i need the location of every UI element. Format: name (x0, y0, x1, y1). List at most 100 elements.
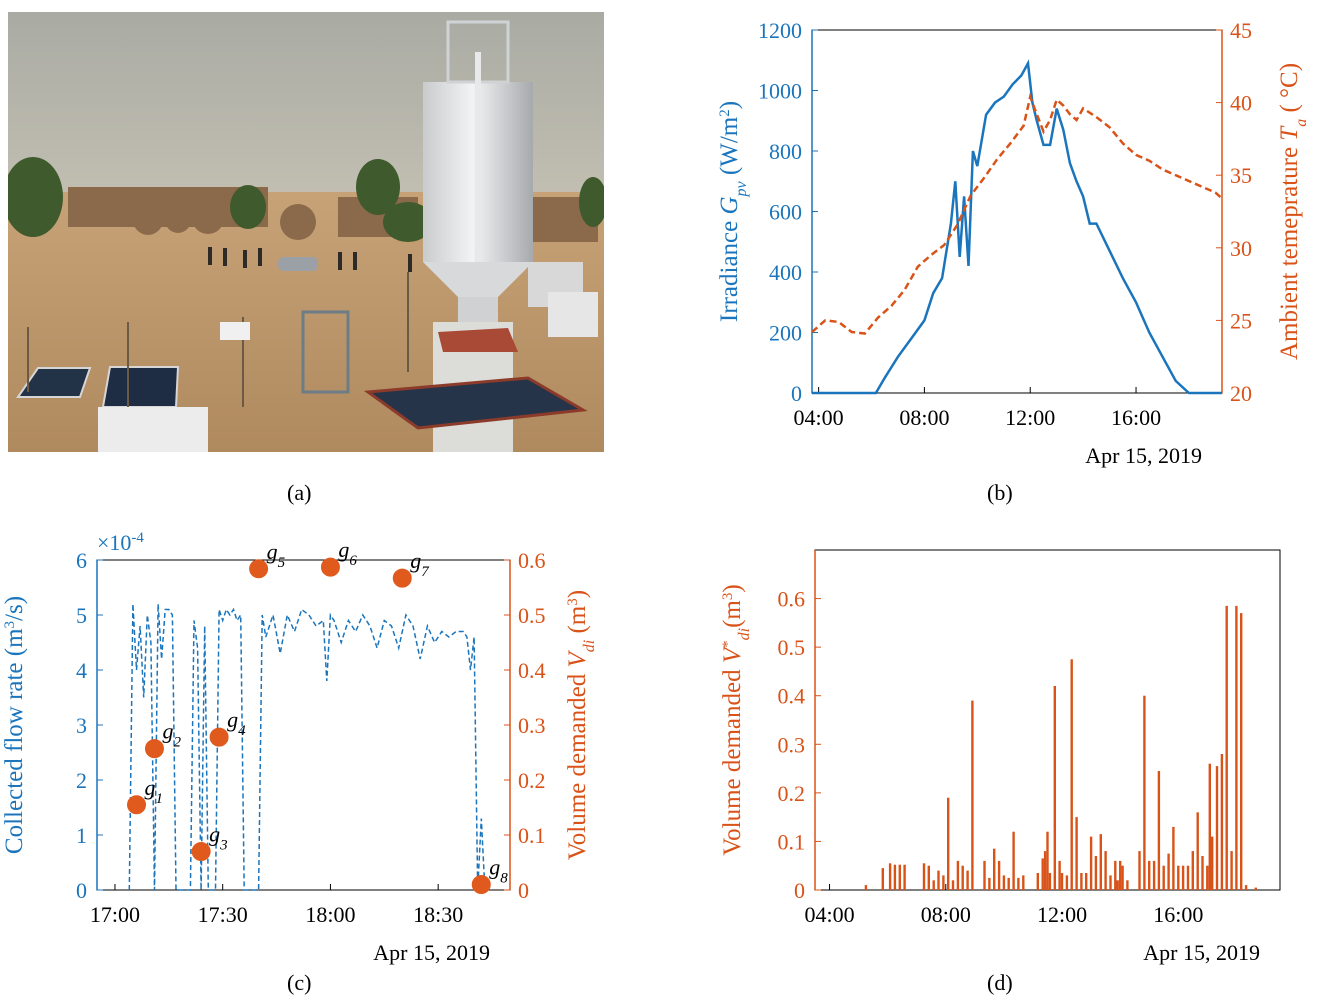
d-y-axis-title-part: V (719, 645, 746, 663)
chart-volume-demanded-bars: 0 0.1 0.2 0.3 0.4 0.5 0.6 04:00 08:00 12:00 16:00 A… (719, 549, 1281, 965)
b-left-axis-title-part: ) (716, 101, 743, 109)
d-y-axis-title-part: * (720, 640, 736, 648)
d-y-tick-label: 0.2 (778, 781, 806, 806)
demand-point-g3 (191, 842, 211, 861)
d-y-tick-label: 0.1 (778, 829, 806, 854)
b-left-tick-label: 400 (769, 260, 802, 285)
volume-bar (1211, 836, 1214, 890)
volume-bar (1196, 812, 1199, 890)
c-x-tick-label: 17:30 (198, 902, 248, 927)
volume-bar (1220, 754, 1224, 890)
volume-bar (988, 877, 991, 890)
b-right-axis-title-part: ( °C) (1276, 63, 1303, 119)
c-right-axis-title-part: di (581, 640, 598, 652)
demand-point-label: g5 (267, 539, 286, 571)
b-left-tick-label: 200 (769, 321, 802, 346)
b-x-tick-label: 12:00 (1005, 405, 1055, 430)
c-x-tick-label: 18:00 (305, 902, 355, 927)
d-y-axis-title-part: (m (719, 600, 746, 628)
demand-point-label: g3 (209, 822, 228, 854)
b-left-axis-title: Irradiance Gpv (W/m2) (716, 101, 750, 322)
volume-bar (937, 870, 940, 890)
chart-flow-rate-volume: 0 1 2 3 4 5 6 0 0.1 0.2 0.3 0.4 0.5 0.6 17:00 17:30 18:0… (1, 530, 598, 965)
demand-point-g6 (320, 557, 340, 577)
volume-bar (1017, 877, 1020, 890)
panel-label-c: (c) (287, 970, 312, 995)
volume-bar (1225, 605, 1228, 890)
volume-bar (1080, 873, 1083, 890)
volume-bar (1254, 887, 1257, 890)
volume-bar (942, 875, 945, 890)
b-right-tick-label: 20 (1230, 381, 1252, 406)
volume-bar (1116, 880, 1119, 890)
volume-bar (1121, 865, 1124, 890)
demand-point-g2 (144, 739, 164, 759)
volume-bar (1152, 860, 1156, 890)
volume-bar (971, 700, 974, 890)
volume-bar (966, 870, 969, 890)
volume-bar (1109, 875, 1112, 890)
volume-bar (1167, 853, 1170, 890)
demand-point-label-index: 8 (500, 871, 508, 887)
c-right-tick-label: 0.2 (518, 768, 546, 793)
volume-bar (1065, 875, 1069, 890)
c-right-tick-label: 0.6 (518, 548, 546, 573)
demand-point-g1 (127, 795, 147, 815)
d-y-tick-label: 0.3 (778, 732, 806, 757)
volume-bar (1012, 831, 1015, 890)
d-x-tick-label: 16:00 (1153, 902, 1203, 927)
d-y-tick-label: 0.4 (778, 684, 806, 709)
b-left-axis-title-part: Irradiance (716, 215, 743, 323)
demand-point-label-index: 6 (349, 553, 357, 569)
volume-bar (1181, 865, 1185, 890)
c-left-tick-label: 2 (76, 768, 87, 793)
volume-bar (1186, 865, 1190, 890)
b-right-axis-title: Ambient temeprature Ta ( °C) (1276, 63, 1310, 360)
volume-bar (1206, 865, 1209, 890)
d-date-label: Apr 15, 2019 (1143, 940, 1260, 965)
c-left-axis-title-part: /s) (1, 596, 28, 621)
c-right-axis-title: Volume demanded Vdi (m3) (564, 590, 598, 860)
c-left-axis-title-part: 3 (2, 621, 18, 629)
volume-bar (1172, 826, 1175, 890)
b-left-axis-title-part: 2 (717, 109, 733, 117)
b-right-tick-label: 25 (1230, 308, 1252, 333)
c-axis-multiplier-exponent: -4 (131, 530, 144, 546)
volume-bar (903, 864, 906, 890)
c-x-tick-label: 17:00 (90, 902, 140, 927)
volume-bar (1043, 851, 1047, 890)
volume-bar (1235, 605, 1238, 890)
volume-bar (1244, 885, 1248, 890)
volume-bar (1085, 873, 1088, 890)
b-right-tick-label: 35 (1230, 163, 1252, 188)
d-x-tick-label: 08:00 (921, 902, 971, 927)
volume-bar (1053, 686, 1056, 890)
c-right-axis-title-part: ) (564, 590, 591, 598)
demand-point-label: g8 (489, 855, 508, 887)
d-x-tick-label: 12:00 (1037, 902, 1087, 927)
b-x-tick-label: 08:00 (899, 405, 949, 430)
volume-bar (1230, 851, 1233, 890)
b-left-tick-label: 800 (769, 139, 802, 164)
c-right-tick-label: 0.1 (518, 823, 546, 848)
c-axis-multiplier: ×10-4 (97, 530, 144, 555)
c-right-tick-label: 0.3 (518, 713, 546, 738)
volume-bar (1114, 860, 1117, 890)
d-x-tick-label: 04:00 (804, 902, 854, 927)
demand-point-g7 (392, 568, 412, 588)
panel-label-b: (b) (987, 480, 1013, 505)
demand-point-label: g7 (410, 548, 430, 580)
volume-bar (1070, 659, 1073, 890)
b-right-axis-title-part: Ambient temeprature (1276, 141, 1303, 360)
photo-illustration (8, 12, 604, 452)
c-left-tick-label: 1 (76, 823, 87, 848)
volume-bar (1208, 763, 1211, 890)
d-y-axis-title-part: 3 (720, 593, 736, 601)
volume-bar (1002, 875, 1006, 890)
volume-bar (1177, 865, 1180, 890)
volume-bar (1119, 860, 1122, 890)
c-left-tick-label: 0 (76, 878, 87, 903)
volume-bar (927, 865, 930, 890)
volume-bar (983, 860, 986, 890)
volume-bar (881, 868, 884, 890)
